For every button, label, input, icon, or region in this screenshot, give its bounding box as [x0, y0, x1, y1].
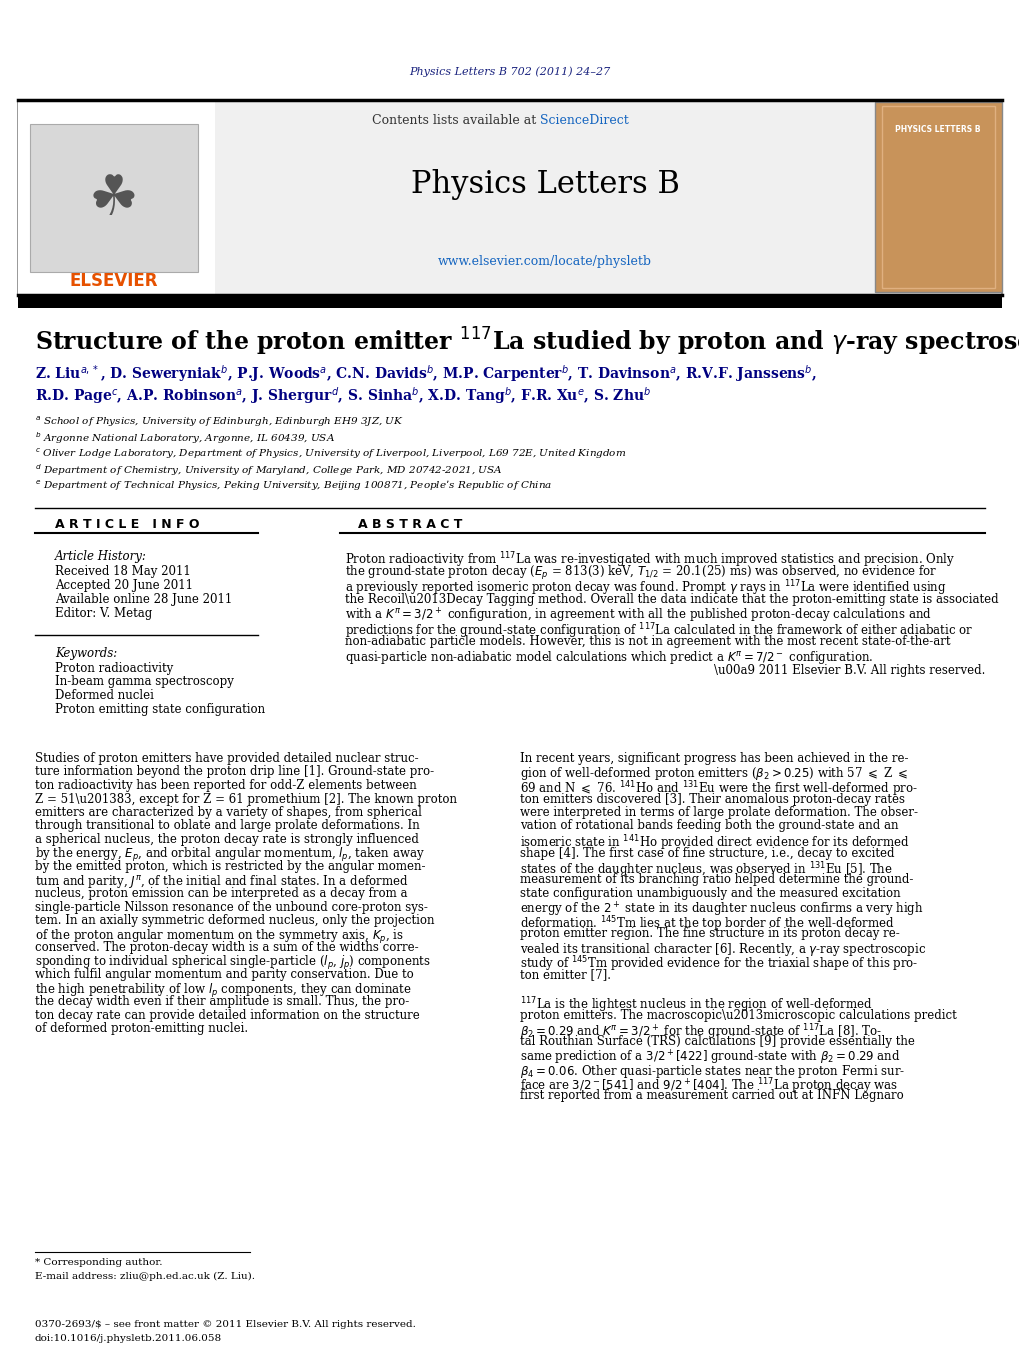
Text: tem. In an axially symmetric deformed nucleus, only the projection: tem. In an axially symmetric deformed nu…: [35, 915, 434, 927]
Bar: [30, 124, 198, 272]
Text: non-adiabatic particle models. However, this is not in agreement with the most r: non-adiabatic particle models. However, …: [344, 635, 950, 648]
Text: a spherical nucleus, the proton decay rate is strongly influenced: a spherical nucleus, the proton decay ra…: [35, 834, 419, 846]
Text: PHYSICS LETTERS B: PHYSICS LETTERS B: [895, 126, 980, 135]
Text: $^{d}$ Department of Chemistry, University of Maryland, College Park, MD 20742-2: $^{d}$ Department of Chemistry, Universi…: [35, 462, 502, 478]
Text: ScienceDirect: ScienceDirect: [539, 113, 628, 127]
Text: emitters are characterized by a variety of shapes, from spherical: emitters are characterized by a variety …: [35, 807, 422, 819]
Text: Physics Letters B: Physics Letters B: [411, 169, 679, 200]
Text: were interpreted in terms of large prolate deformation. The obser-: were interpreted in terms of large prola…: [520, 807, 917, 819]
Text: R.D. Page$^{c}$, A.P. Robinson$^{a}$, J. Shergur$^{d}$, S. Sinha$^{b}$, X.D. Tan: R.D. Page$^{c}$, A.P. Robinson$^{a}$, J.…: [35, 385, 650, 407]
Text: of deformed proton-emitting nuclei.: of deformed proton-emitting nuclei.: [35, 1021, 248, 1035]
Text: * Corresponding author.: * Corresponding author.: [35, 1258, 162, 1267]
Text: tal Routhian Surface (TRS) calculations [9] provide essentially the: tal Routhian Surface (TRS) calculations …: [520, 1035, 914, 1048]
Text: Editor: V. Metag: Editor: V. Metag: [55, 607, 152, 620]
Text: sponding to individual spherical single-particle ($l_p$, $j_p$) components: sponding to individual spherical single-…: [35, 955, 430, 973]
Text: doi:10.1016/j.physletb.2011.06.058: doi:10.1016/j.physletb.2011.06.058: [35, 1333, 222, 1343]
Text: the Recoil\u2013Decay Tagging method. Overall the data indicate that the proton-: the Recoil\u2013Decay Tagging method. Ov…: [344, 593, 998, 605]
Text: $\beta_2 = 0.29$ and $K^\pi = 3/2^+$ for the ground-state of $^{117}$La [8]. To-: $\beta_2 = 0.29$ and $K^\pi = 3/2^+$ for…: [520, 1021, 881, 1042]
Text: $\beta_4 = 0.06$. Other quasi-particle states near the proton Fermi sur-: $\beta_4 = 0.06$. Other quasi-particle s…: [520, 1062, 905, 1079]
Bar: [874, 101, 1001, 292]
Text: ton emitters discovered [3]. Their anomalous proton-decay rates: ton emitters discovered [3]. Their anoma…: [520, 793, 904, 805]
Text: measurement of its branching ratio helped determine the ground-: measurement of its branching ratio helpe…: [520, 874, 912, 886]
Text: A R T I C L E   I N F O: A R T I C L E I N F O: [55, 517, 200, 531]
Text: proton emitter region. The fine structure in its proton decay re-: proton emitter region. The fine structur…: [520, 928, 899, 940]
Bar: [18, 295, 1001, 308]
Text: the decay width even if their amplitude is small. Thus, the pro-: the decay width even if their amplitude …: [35, 994, 409, 1008]
Text: the ground-state proton decay ($E_p$ = 813(3) keV, $T_{1/2}$ = 20.1(25) ms) was : the ground-state proton decay ($E_p$ = 8…: [344, 565, 936, 582]
Text: vation of rotational bands feeding both the ground-state and an: vation of rotational bands feeding both …: [520, 820, 898, 832]
Text: nucleus, proton emission can be interpreted as a decay from a: nucleus, proton emission can be interpre…: [35, 888, 408, 900]
Text: Keywords:: Keywords:: [55, 647, 117, 661]
Text: the high penetrability of low $l_p$ components, they can dominate: the high penetrability of low $l_p$ comp…: [35, 981, 412, 1000]
Text: through transitional to oblate and large prolate deformations. In: through transitional to oblate and large…: [35, 820, 420, 832]
Text: Deformed nuclei: Deformed nuclei: [55, 689, 154, 703]
Bar: [18, 100, 215, 295]
Text: tum and parity, $J^\pi$, of the initial and final states. In a deformed: tum and parity, $J^\pi$, of the initial …: [35, 874, 408, 890]
Text: gion of well-deformed proton emitters ($\beta_2 > 0.25$) with 57 $\leqslant$ Z $: gion of well-deformed proton emitters ($…: [520, 766, 907, 782]
Text: study of $^{145}$Tm provided evidence for the triaxial shape of this pro-: study of $^{145}$Tm provided evidence fo…: [520, 955, 917, 974]
Text: 69 and N $\leqslant$ 76. $^{141}$Ho and $^{131}$Eu were the first well-deformed : 69 and N $\leqslant$ 76. $^{141}$Ho and …: [520, 780, 917, 798]
Text: $^{e}$ Department of Technical Physics, Peking University, Beijing 100871, Peopl: $^{e}$ Department of Technical Physics, …: [35, 478, 552, 493]
Bar: [881, 105, 994, 288]
Text: quasi-particle non-adiabatic model calculations which predict a $K^\pi = 7/2^-$ : quasi-particle non-adiabatic model calcu…: [344, 650, 872, 666]
Text: Contents lists available at: Contents lists available at: [371, 113, 539, 127]
Text: which fulfil angular momentum and parity conservation. Due to: which fulfil angular momentum and parity…: [35, 969, 414, 981]
Text: by the energy, $E_p$, and orbital angular momentum, $l_p$, taken away: by the energy, $E_p$, and orbital angula…: [35, 847, 424, 865]
Text: ton emitter [7].: ton emitter [7].: [520, 969, 610, 981]
Text: \u00a9 2011 Elsevier B.V. All rights reserved.: \u00a9 2011 Elsevier B.V. All rights res…: [713, 663, 984, 677]
Text: E-mail address: zliu@ph.ed.ac.uk (Z. Liu).: E-mail address: zliu@ph.ed.ac.uk (Z. Liu…: [35, 1273, 255, 1281]
Text: energy of the $2^+$ state in its daughter nucleus confirms a very high: energy of the $2^+$ state in its daughte…: [520, 901, 922, 919]
Text: states of the daughter nucleus, was observed in $^{131}$Eu [5]. The: states of the daughter nucleus, was obse…: [520, 861, 892, 880]
Text: Studies of proton emitters have provided detailed nuclear struc-: Studies of proton emitters have provided…: [35, 753, 418, 765]
Text: state configuration unambiguously and the measured excitation: state configuration unambiguously and th…: [520, 888, 900, 900]
Text: ELSEVIER: ELSEVIER: [69, 272, 158, 290]
Text: ture information beyond the proton drip line [1]. Ground-state pro-: ture information beyond the proton drip …: [35, 766, 434, 778]
Text: Z. Liu$^{a,*}$, D. Seweryniak$^{b}$, P.J. Woods$^{a}$, C.N. Davids$^{b}$, M.P. C: Z. Liu$^{a,*}$, D. Seweryniak$^{b}$, P.J…: [35, 363, 816, 385]
Text: Received 18 May 2011: Received 18 May 2011: [55, 565, 191, 578]
Text: www.elsevier.com/locate/physletb: www.elsevier.com/locate/physletb: [437, 255, 651, 269]
Text: Accepted 20 June 2011: Accepted 20 June 2011: [55, 580, 193, 592]
Text: deformation. $^{145}$Tm lies at the top border of the well-deformed: deformation. $^{145}$Tm lies at the top …: [520, 915, 894, 934]
Text: $^{b}$ Argonne National Laboratory, Argonne, IL 60439, USA: $^{b}$ Argonne National Laboratory, Argo…: [35, 430, 334, 446]
Text: $^{c}$ Oliver Lodge Laboratory, Department of Physics, University of Liverpool, : $^{c}$ Oliver Lodge Laboratory, Departme…: [35, 447, 626, 461]
Text: Proton radioactivity: Proton radioactivity: [55, 662, 173, 676]
Text: In-beam gamma spectroscopy: In-beam gamma spectroscopy: [55, 676, 233, 689]
Text: $^{117}$La is the lightest nucleus in the region of well-deformed: $^{117}$La is the lightest nucleus in th…: [520, 994, 871, 1015]
Text: same prediction of a $3/2^+[422]$ ground-state with $\beta_2 = 0.29$ and: same prediction of a $3/2^+[422]$ ground…: [520, 1048, 900, 1067]
Text: proton emitters. The macroscopic\u2013microscopic calculations predict: proton emitters. The macroscopic\u2013mi…: [520, 1008, 956, 1021]
Text: face are $3/2^-[541]$ and $9/2^+[404]$. The $^{117}$La proton decay was: face are $3/2^-[541]$ and $9/2^+[404]$. …: [520, 1075, 897, 1096]
Text: conserved. The proton-decay width is a sum of the widths corre-: conserved. The proton-decay width is a s…: [35, 942, 418, 954]
Text: of the proton angular momentum on the symmetry axis, $K_p$, is: of the proton angular momentum on the sy…: [35, 928, 404, 946]
Text: ton radioactivity has been reported for odd-Z elements between: ton radioactivity has been reported for …: [35, 780, 417, 792]
Text: single-particle Nilsson resonance of the unbound core-proton sys-: single-particle Nilsson resonance of the…: [35, 901, 427, 913]
Text: with a $K^\pi = 3/2^+$ configuration, in agreement with all the published proton: with a $K^\pi = 3/2^+$ configuration, in…: [344, 607, 931, 626]
Text: $^{a}$ School of Physics, University of Edinburgh, Edinburgh EH9 3JZ, UK: $^{a}$ School of Physics, University of …: [35, 415, 404, 430]
Text: ton decay rate can provide detailed information on the structure: ton decay rate can provide detailed info…: [35, 1008, 420, 1021]
Text: Z = 51\u201383, except for Z = 61 promethium [2]. The known proton: Z = 51\u201383, except for Z = 61 promet…: [35, 793, 457, 805]
Text: Proton radioactivity from $^{117}$La was re-investigated with much improved stat: Proton radioactivity from $^{117}$La was…: [344, 550, 955, 570]
Text: a previously reported isomeric proton decay was found. Prompt $\gamma$ rays in $: a previously reported isomeric proton de…: [344, 578, 946, 598]
Text: Available online 28 June 2011: Available online 28 June 2011: [55, 593, 232, 607]
Text: predictions for the ground-state configuration of $^{117}$La calculated in the f: predictions for the ground-state configu…: [344, 621, 972, 640]
Text: Physics Letters B 702 (2011) 24–27: Physics Letters B 702 (2011) 24–27: [409, 66, 610, 77]
Text: vealed its transitional character [6]. Recently, a $\gamma$-ray spectroscopic: vealed its transitional character [6]. R…: [520, 942, 925, 958]
Text: Article History:: Article History:: [55, 550, 147, 563]
Text: A B S T R A C T: A B S T R A C T: [358, 517, 462, 531]
Text: shape [4]. The first case of fine structure, i.e., decay to excited: shape [4]. The first case of fine struct…: [520, 847, 894, 859]
Text: Proton emitting state configuration: Proton emitting state configuration: [55, 703, 265, 716]
Text: by the emitted proton, which is restricted by the angular momen-: by the emitted proton, which is restrict…: [35, 861, 425, 873]
Text: In recent years, significant progress has been achieved in the re-: In recent years, significant progress ha…: [520, 753, 908, 765]
Bar: [215, 100, 874, 295]
Text: isomeric state in $^{141}$Ho provided direct evidence for its deformed: isomeric state in $^{141}$Ho provided di…: [520, 834, 909, 852]
Text: Structure of the proton emitter $^{117}$La studied by proton and $\gamma$-ray sp: Structure of the proton emitter $^{117}$…: [35, 326, 1019, 358]
Text: 0370-2693/$ – see front matter © 2011 Elsevier B.V. All rights reserved.: 0370-2693/$ – see front matter © 2011 El…: [35, 1320, 416, 1329]
Bar: [18, 100, 1001, 295]
Text: first reported from a measurement carried out at INFN Legnaro: first reported from a measurement carrie…: [520, 1089, 903, 1102]
Text: ☘: ☘: [89, 173, 139, 227]
